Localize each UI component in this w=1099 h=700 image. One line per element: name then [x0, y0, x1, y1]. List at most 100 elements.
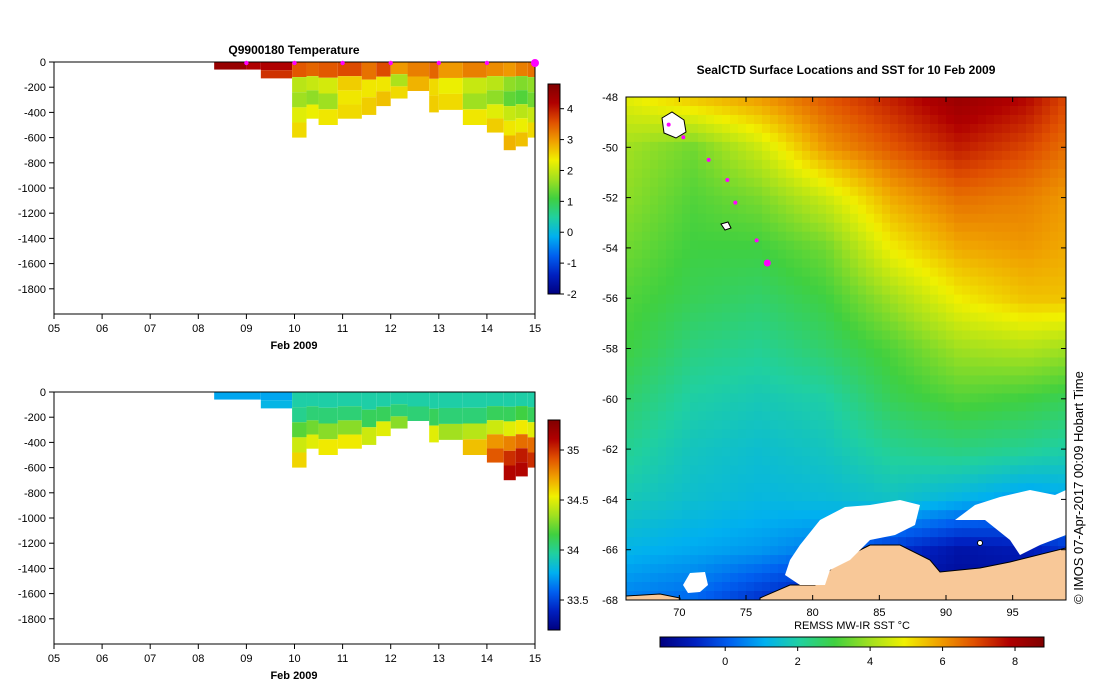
sst-cell — [650, 438, 659, 448]
sst-cell — [658, 285, 667, 296]
bot-cell — [462, 392, 487, 408]
sst-cell — [1010, 294, 1019, 305]
sst-cell — [658, 546, 667, 556]
sst-cell — [978, 240, 987, 251]
sst-cell — [882, 168, 891, 179]
sst-cell — [962, 366, 971, 377]
sst-cell — [706, 420, 715, 430]
sst-cell — [1026, 447, 1035, 457]
sst-cell — [1042, 447, 1051, 457]
sst-cell — [826, 474, 835, 484]
sst-cell — [746, 591, 755, 600]
sst-cell — [1002, 177, 1011, 188]
sst-cell — [834, 447, 843, 457]
sst-cell — [994, 303, 1003, 314]
sst-cell — [954, 222, 963, 233]
sst-cell — [850, 321, 859, 332]
sst-cell — [810, 501, 819, 511]
sst-cell — [738, 573, 747, 583]
sst-cell — [866, 276, 875, 287]
sst-cell — [738, 150, 747, 161]
sst-cell — [978, 195, 987, 206]
sst-cell — [906, 159, 915, 170]
sst-cell — [786, 384, 795, 395]
sst-cell — [986, 168, 995, 179]
sst-cell — [946, 456, 955, 466]
sst-cell — [690, 204, 699, 215]
sst-cell — [706, 204, 715, 215]
sst-cell — [778, 258, 787, 269]
sst-cell — [722, 366, 731, 377]
sst-cell — [962, 402, 971, 412]
sst-cell — [722, 420, 731, 430]
sst-cell — [898, 393, 907, 403]
sst-cell — [642, 510, 651, 520]
sst-cell — [914, 132, 923, 143]
sst-cell — [682, 321, 691, 332]
sst-cell — [658, 105, 667, 116]
sst-cell — [962, 483, 971, 493]
sst-cell — [834, 249, 843, 260]
sst-cell — [674, 249, 683, 260]
sst-cell — [826, 447, 835, 457]
sst-cell — [1050, 177, 1059, 188]
sst-cell — [994, 294, 1003, 305]
sst-cell — [962, 195, 971, 206]
sst-cell — [954, 240, 963, 251]
sst-cell — [1050, 195, 1059, 206]
sst-cell — [906, 285, 915, 296]
sst-cell — [1026, 285, 1035, 296]
sst-cell — [898, 177, 907, 188]
sst-cell — [1026, 474, 1035, 484]
sst-cell — [954, 177, 963, 188]
sst-cell — [922, 510, 931, 520]
sst-cell — [802, 456, 811, 466]
sst-cell — [1002, 429, 1011, 439]
sst-cell — [738, 591, 747, 600]
sst-cell — [794, 420, 803, 430]
sst-cell — [802, 213, 811, 224]
sst-cell — [834, 456, 843, 466]
sst-cell — [954, 429, 963, 439]
sst-cell — [914, 429, 923, 439]
sst-cell — [674, 330, 683, 341]
sst-cell — [1050, 168, 1059, 179]
bot-cell — [527, 407, 535, 423]
sst-cell — [738, 483, 747, 493]
sst-cell — [746, 132, 755, 143]
sst-cell — [730, 420, 739, 430]
sst-cell — [682, 573, 691, 583]
sst-cell — [834, 366, 843, 377]
sst-cell — [642, 564, 651, 574]
sst-cell — [962, 438, 971, 448]
sst-cell — [842, 375, 851, 386]
sst-cell — [826, 141, 835, 152]
sst-cell — [626, 339, 635, 350]
sst-cell — [682, 420, 691, 430]
sst-cell — [754, 546, 763, 556]
sst-cell — [986, 393, 995, 403]
sst-cell — [874, 97, 883, 107]
sst-cell — [890, 114, 899, 125]
sst-cell — [746, 249, 755, 260]
sst-cell — [922, 114, 931, 125]
sst-cell — [666, 330, 675, 341]
sst-cell — [786, 285, 795, 296]
sst-cell — [1042, 231, 1051, 242]
sst-cell — [690, 240, 699, 251]
sst-cell — [778, 438, 787, 448]
sst-cell — [826, 177, 835, 188]
sst-cell — [970, 249, 979, 260]
sst-cell — [770, 285, 779, 296]
sst-cell — [650, 97, 659, 107]
sst-cell — [978, 429, 987, 439]
sst-cell — [986, 114, 995, 125]
sst-cell — [842, 231, 851, 242]
sst-cell — [794, 312, 803, 323]
sst-cell — [834, 411, 843, 421]
sst-cell — [794, 123, 803, 134]
sst-cell — [850, 195, 859, 206]
sst-cell — [754, 294, 763, 305]
sst-cell — [810, 456, 819, 466]
sst-cell — [770, 195, 779, 206]
